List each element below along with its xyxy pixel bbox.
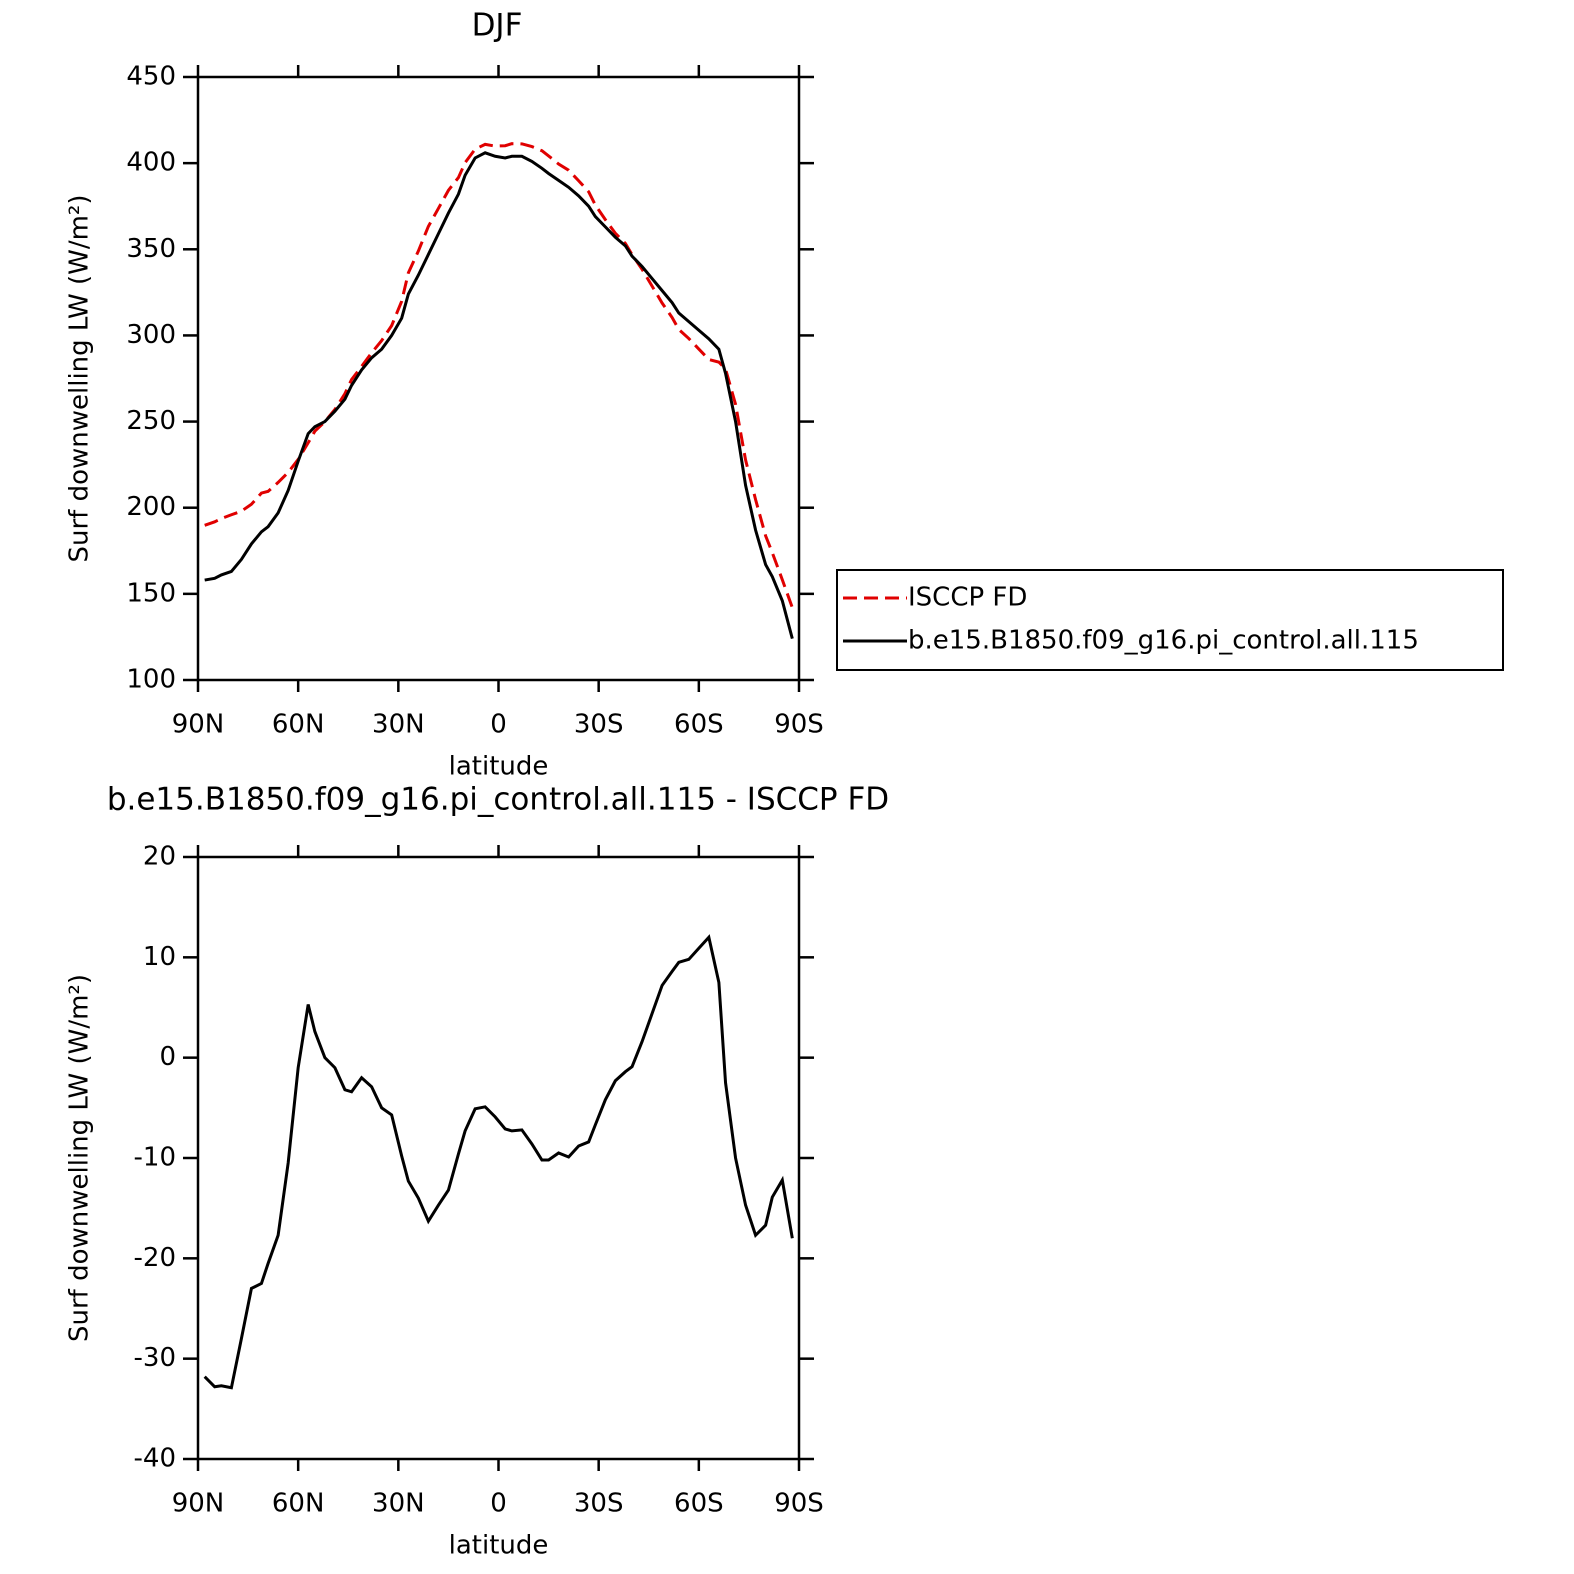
x-tick-label: 30N xyxy=(372,1489,425,1519)
legend-box xyxy=(836,569,1504,671)
y-tick-label: 100 xyxy=(126,665,176,695)
y-axis-label: Surf downwelling LW (W/m²) xyxy=(65,974,95,1342)
x-tick-label: 90S xyxy=(774,710,824,740)
y-tick-label: -30 xyxy=(134,1343,176,1373)
x-tick-label: 0 xyxy=(490,710,507,740)
x-tick-label: 60N xyxy=(272,710,325,740)
y-tick-label: 10 xyxy=(143,942,176,972)
y-tick-label: 450 xyxy=(126,62,176,92)
legend-label: ISCCP FD xyxy=(908,583,1027,613)
y-axis-label: Surf downwelling LW (W/m²) xyxy=(65,195,95,563)
y-tick-label: 20 xyxy=(143,842,176,872)
x-tick-label: 30S xyxy=(574,710,624,740)
x-tick-label: 0 xyxy=(490,1489,507,1519)
y-tick-label: -20 xyxy=(134,1243,176,1273)
chart-title: b.e15.B1850.f09_g16.pi_control.all.115 -… xyxy=(107,782,889,818)
y-tick-label: 350 xyxy=(126,234,176,264)
y-tick-label: 0 xyxy=(159,1042,176,1072)
x-tick-label: 60S xyxy=(674,710,724,740)
y-tick-label: 250 xyxy=(126,406,176,436)
data-line xyxy=(204,151,794,640)
x-tick-label: 30S xyxy=(574,1489,624,1519)
x-tick-label: 90N xyxy=(172,1489,225,1519)
y-tick-label: 400 xyxy=(126,148,176,178)
x-tick-label: 90S xyxy=(774,1489,824,1519)
x-tick-label: 90N xyxy=(172,710,225,740)
chart-title: DJF xyxy=(472,8,523,44)
y-tick-label: 300 xyxy=(126,320,176,350)
x-axis-label: latitude xyxy=(449,752,549,782)
y-tick-label: 200 xyxy=(126,492,176,522)
x-tick-label: 60S xyxy=(674,1489,724,1519)
x-tick-label: 60N xyxy=(272,1489,325,1519)
y-tick-label: -40 xyxy=(134,1444,176,1474)
y-tick-label: -10 xyxy=(134,1143,176,1173)
x-tick-label: 30N xyxy=(372,710,425,740)
plot-frame xyxy=(196,75,801,682)
y-tick-label: 150 xyxy=(126,578,176,608)
legend-label: b.e15.B1850.f09_g16.pi_control.all.115 xyxy=(908,626,1419,656)
data-line xyxy=(204,142,794,609)
data-line xyxy=(203,934,794,1390)
x-axis-label: latitude xyxy=(449,1531,549,1561)
